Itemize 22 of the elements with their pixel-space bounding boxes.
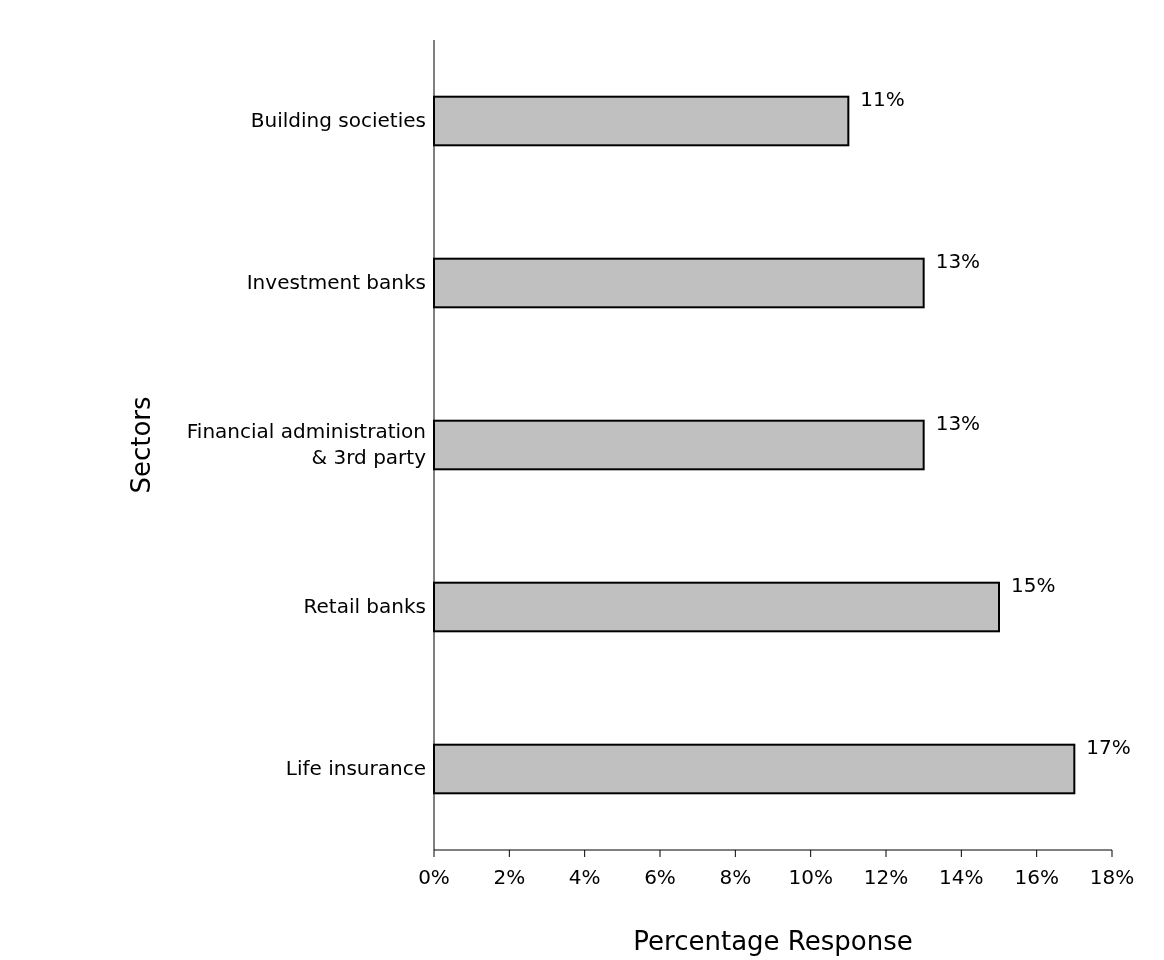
x-tick-label: 16%: [1014, 865, 1059, 889]
x-axis-title: Percentage Response: [633, 926, 913, 956]
x-tick-label: 8%: [719, 865, 752, 889]
y-tick-label: Retail banks: [303, 593, 426, 618]
data-label: 15%: [1011, 573, 1056, 598]
x-tick-label: 4%: [568, 865, 601, 889]
x-tick-label: 2%: [493, 865, 526, 889]
y-tick-label: Investment banks: [246, 269, 426, 294]
x-tick-label: 14%: [939, 865, 984, 889]
data-label: 13%: [935, 411, 981, 436]
data-label: 13%: [935, 249, 981, 274]
y-tick-label: Building societies: [250, 107, 426, 132]
x-tick-label: 0%: [418, 865, 450, 889]
x-tick-label: 10%: [788, 865, 833, 889]
y-tick-label: Financial administration & 3rd party: [186, 418, 427, 469]
data-label: 17%: [1086, 735, 1131, 760]
x-tick-label: 18%: [1089, 865, 1135, 889]
x-tick-label: 12%: [863, 865, 909, 889]
y-axis-title: Sectors: [126, 396, 156, 494]
x-tick-label: 6%: [644, 865, 676, 889]
y-tick-label: Life insurance: [285, 755, 426, 780]
data-label: 11%: [860, 87, 905, 112]
